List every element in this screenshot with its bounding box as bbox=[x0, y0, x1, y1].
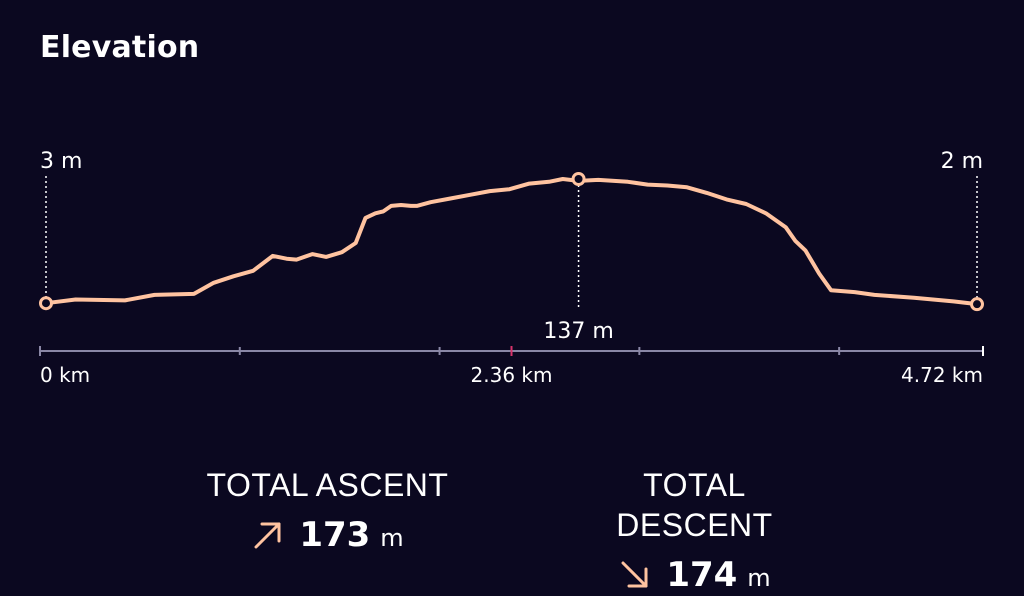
x-tick-label-1: 2.36 km bbox=[471, 363, 553, 387]
elevation-point-0 bbox=[39, 296, 53, 311]
total-descent-label: TOTAL DESCENT bbox=[616, 467, 773, 543]
total-descent-unit: m bbox=[747, 564, 771, 592]
elevation-chart: 0 km 2.36 km 4.72 km 3 m 137 m 2 m bbox=[39, 149, 984, 387]
total-ascent-label: TOTAL ASCENT bbox=[206, 467, 449, 503]
arrow-up-right-icon bbox=[254, 522, 281, 549]
total-descent-value-row: 174 m bbox=[562, 555, 827, 595]
total-ascent-value-row: 173 m bbox=[205, 515, 450, 555]
elevation-label-1: 137 m bbox=[543, 319, 613, 344]
chart-title: Elevation bbox=[40, 30, 200, 65]
total-descent-value: 174 bbox=[666, 555, 738, 595]
elevation-line bbox=[44, 177, 979, 307]
total-ascent-stat: TOTAL ASCENT 173 m bbox=[205, 465, 450, 555]
elevation-label-2: 2 m bbox=[941, 149, 983, 174]
elevation-point-2 bbox=[970, 297, 984, 312]
stats-panel: TOTAL ASCENT 173 m TOTAL DESCENT 174 m bbox=[0, 465, 1024, 595]
elevation-label-0: 3 m bbox=[40, 149, 82, 174]
elevation-point-1 bbox=[571, 172, 586, 186]
total-ascent-unit: m bbox=[380, 524, 404, 552]
x-tick-label-0: 0 km bbox=[40, 363, 90, 387]
total-ascent-value: 173 bbox=[299, 515, 371, 555]
arrow-down-right-icon bbox=[621, 561, 648, 588]
total-descent-stat: TOTAL DESCENT 174 m bbox=[562, 465, 827, 595]
x-tick-label-2: 4.72 km bbox=[901, 363, 983, 387]
